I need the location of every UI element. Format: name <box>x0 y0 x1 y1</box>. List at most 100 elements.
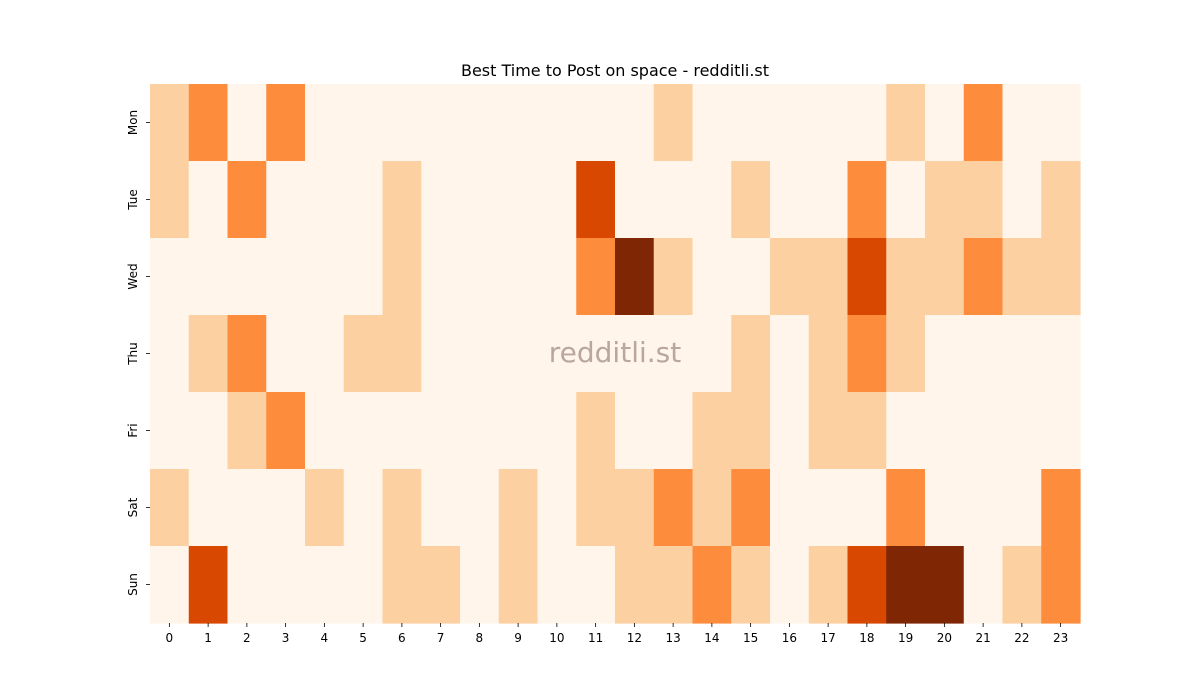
x-tick-label: 21 <box>975 631 990 645</box>
heatmap-cell-thu-22 <box>1002 315 1042 393</box>
heatmap-cell-thu-11 <box>576 315 616 393</box>
heatmap-cell-tue-4 <box>305 161 345 239</box>
x-tick-label: 18 <box>859 631 874 645</box>
heatmap-cell-mon-23 <box>1041 84 1081 162</box>
heatmap-cell-tue-18 <box>847 161 887 239</box>
x-tick-label: 2 <box>243 631 251 645</box>
heatmap-cell-wed-11 <box>576 238 616 316</box>
heatmap-cell-sun-17 <box>808 546 849 624</box>
heatmap-cell-sun-18 <box>847 546 887 624</box>
heatmap-cell-wed-1 <box>188 238 229 316</box>
x-tick-label: 1 <box>204 631 212 645</box>
heatmap-cell-sun-11 <box>576 546 616 624</box>
heatmap-cell-mon-15 <box>731 84 771 162</box>
heatmap-cell-sat-0 <box>150 469 190 547</box>
heatmap-cell-mon-6 <box>382 84 422 162</box>
heatmap-cell-wed-2 <box>227 238 267 316</box>
heatmap-cell-thu-17 <box>808 315 849 393</box>
heatmap-cell-sun-15 <box>731 546 771 624</box>
heatmap-cell-thu-8 <box>460 315 500 393</box>
x-tick-label: 22 <box>1014 631 1029 645</box>
heatmap-cell-wed-19 <box>886 238 926 316</box>
heatmap-cell-thu-23 <box>1041 315 1081 393</box>
heatmap-cell-sun-12 <box>615 546 655 624</box>
heatmap-cell-sun-5 <box>343 546 384 624</box>
heatmap-cell-sat-7 <box>421 469 461 547</box>
y-tick-label: Mon <box>126 110 140 135</box>
heatmap-cell-wed-23 <box>1041 238 1081 316</box>
heatmap-cell-sat-17 <box>808 469 849 547</box>
heatmap-cell-tue-7 <box>421 161 461 239</box>
heatmap-cell-fri-23 <box>1041 392 1081 470</box>
heatmap-cell-tue-11 <box>576 161 616 239</box>
heatmap-cell-wed-8 <box>460 238 500 316</box>
heatmap-cell-sat-15 <box>731 469 771 547</box>
x-tick-label: 7 <box>437 631 445 645</box>
heatmap-cell-thu-13 <box>653 315 694 393</box>
chart-title: Best Time to Post on space - redditli.st <box>461 61 769 80</box>
watermark-text: redditli.st <box>549 336 681 369</box>
x-axis: 0 1 2 3 4 5 6 7 8 9 10 11 12 13 14 15 16 17 18 19 20 21 22 23 <box>166 623 1068 645</box>
heatmap-cell-fri-18 <box>847 392 887 470</box>
heatmap-cell-thu-21 <box>963 315 1004 393</box>
heatmap-cell-wed-4 <box>305 238 345 316</box>
heatmap-cell-sat-3 <box>266 469 306 547</box>
heatmap-cell-wed-15 <box>731 238 771 316</box>
heatmap-cell-fri-4 <box>305 392 345 470</box>
heatmap-cell-sat-4 <box>305 469 345 547</box>
heatmap-cell-tue-23 <box>1041 161 1081 239</box>
heatmap-cell-tue-8 <box>460 161 500 239</box>
heatmap-cell-thu-12 <box>615 315 655 393</box>
heatmap-cell-tue-17 <box>808 161 849 239</box>
heatmap-cell-sun-19 <box>886 546 926 624</box>
heatmap-cell-tue-22 <box>1002 161 1042 239</box>
heatmap-cell-sun-14 <box>692 546 732 624</box>
x-tick-label: 23 <box>1053 631 1068 645</box>
heatmap-cell-fri-3 <box>266 392 306 470</box>
heatmap-cell-mon-7 <box>421 84 461 162</box>
heatmap-cell-fri-10 <box>537 392 577 470</box>
heatmap-cell-mon-14 <box>692 84 732 162</box>
heatmap-cell-sat-16 <box>770 469 810 547</box>
heatmap-cell-tue-5 <box>343 161 384 239</box>
x-tick-label: 14 <box>704 631 719 645</box>
heatmap-cell-sun-21 <box>963 546 1004 624</box>
y-tick-label: Sun <box>126 573 140 596</box>
heatmap-cell-fri-17 <box>808 392 849 470</box>
x-tick-label: 6 <box>398 631 406 645</box>
x-tick-label: 16 <box>782 631 797 645</box>
heatmap-cell-mon-17 <box>808 84 849 162</box>
heatmap-cell-thu-1 <box>188 315 229 393</box>
x-tick-label: 13 <box>665 631 680 645</box>
heatmap-cell-wed-20 <box>925 238 965 316</box>
heatmap-cell-mon-16 <box>770 84 810 162</box>
y-tick-label: Wed <box>126 263 140 289</box>
heatmap-cell-mon-0 <box>150 84 190 162</box>
x-tick-label: 12 <box>627 631 642 645</box>
heatmap-cell-sun-20 <box>925 546 965 624</box>
heatmap-cell-fri-21 <box>963 392 1004 470</box>
heatmap-cell-wed-14 <box>692 238 732 316</box>
y-tick-label: Tue <box>126 189 140 211</box>
heatmap-cell-wed-12 <box>615 238 655 316</box>
heatmap-cell-mon-8 <box>460 84 500 162</box>
heatmap-cell-mon-12 <box>615 84 655 162</box>
heatmap-cell-tue-20 <box>925 161 965 239</box>
x-tick-label: 8 <box>476 631 484 645</box>
x-tick-label: 3 <box>282 631 290 645</box>
heatmap-cell-fri-19 <box>886 392 926 470</box>
heatmap-cell-sat-22 <box>1002 469 1042 547</box>
heatmap-cell-sun-0 <box>150 546 190 624</box>
heatmap-cell-wed-21 <box>963 238 1004 316</box>
heatmap-cell-thu-19 <box>886 315 926 393</box>
x-tick-label: 4 <box>321 631 329 645</box>
heatmap-cell-fri-0 <box>150 392 190 470</box>
heatmap-cell-fri-22 <box>1002 392 1042 470</box>
heatmap-cell-sat-12 <box>615 469 655 547</box>
heatmap-cell-thu-7 <box>421 315 461 393</box>
heatmap-cell-wed-3 <box>266 238 306 316</box>
heatmap-cell-thu-10 <box>537 315 577 393</box>
heatmap-cell-fri-9 <box>498 392 539 470</box>
